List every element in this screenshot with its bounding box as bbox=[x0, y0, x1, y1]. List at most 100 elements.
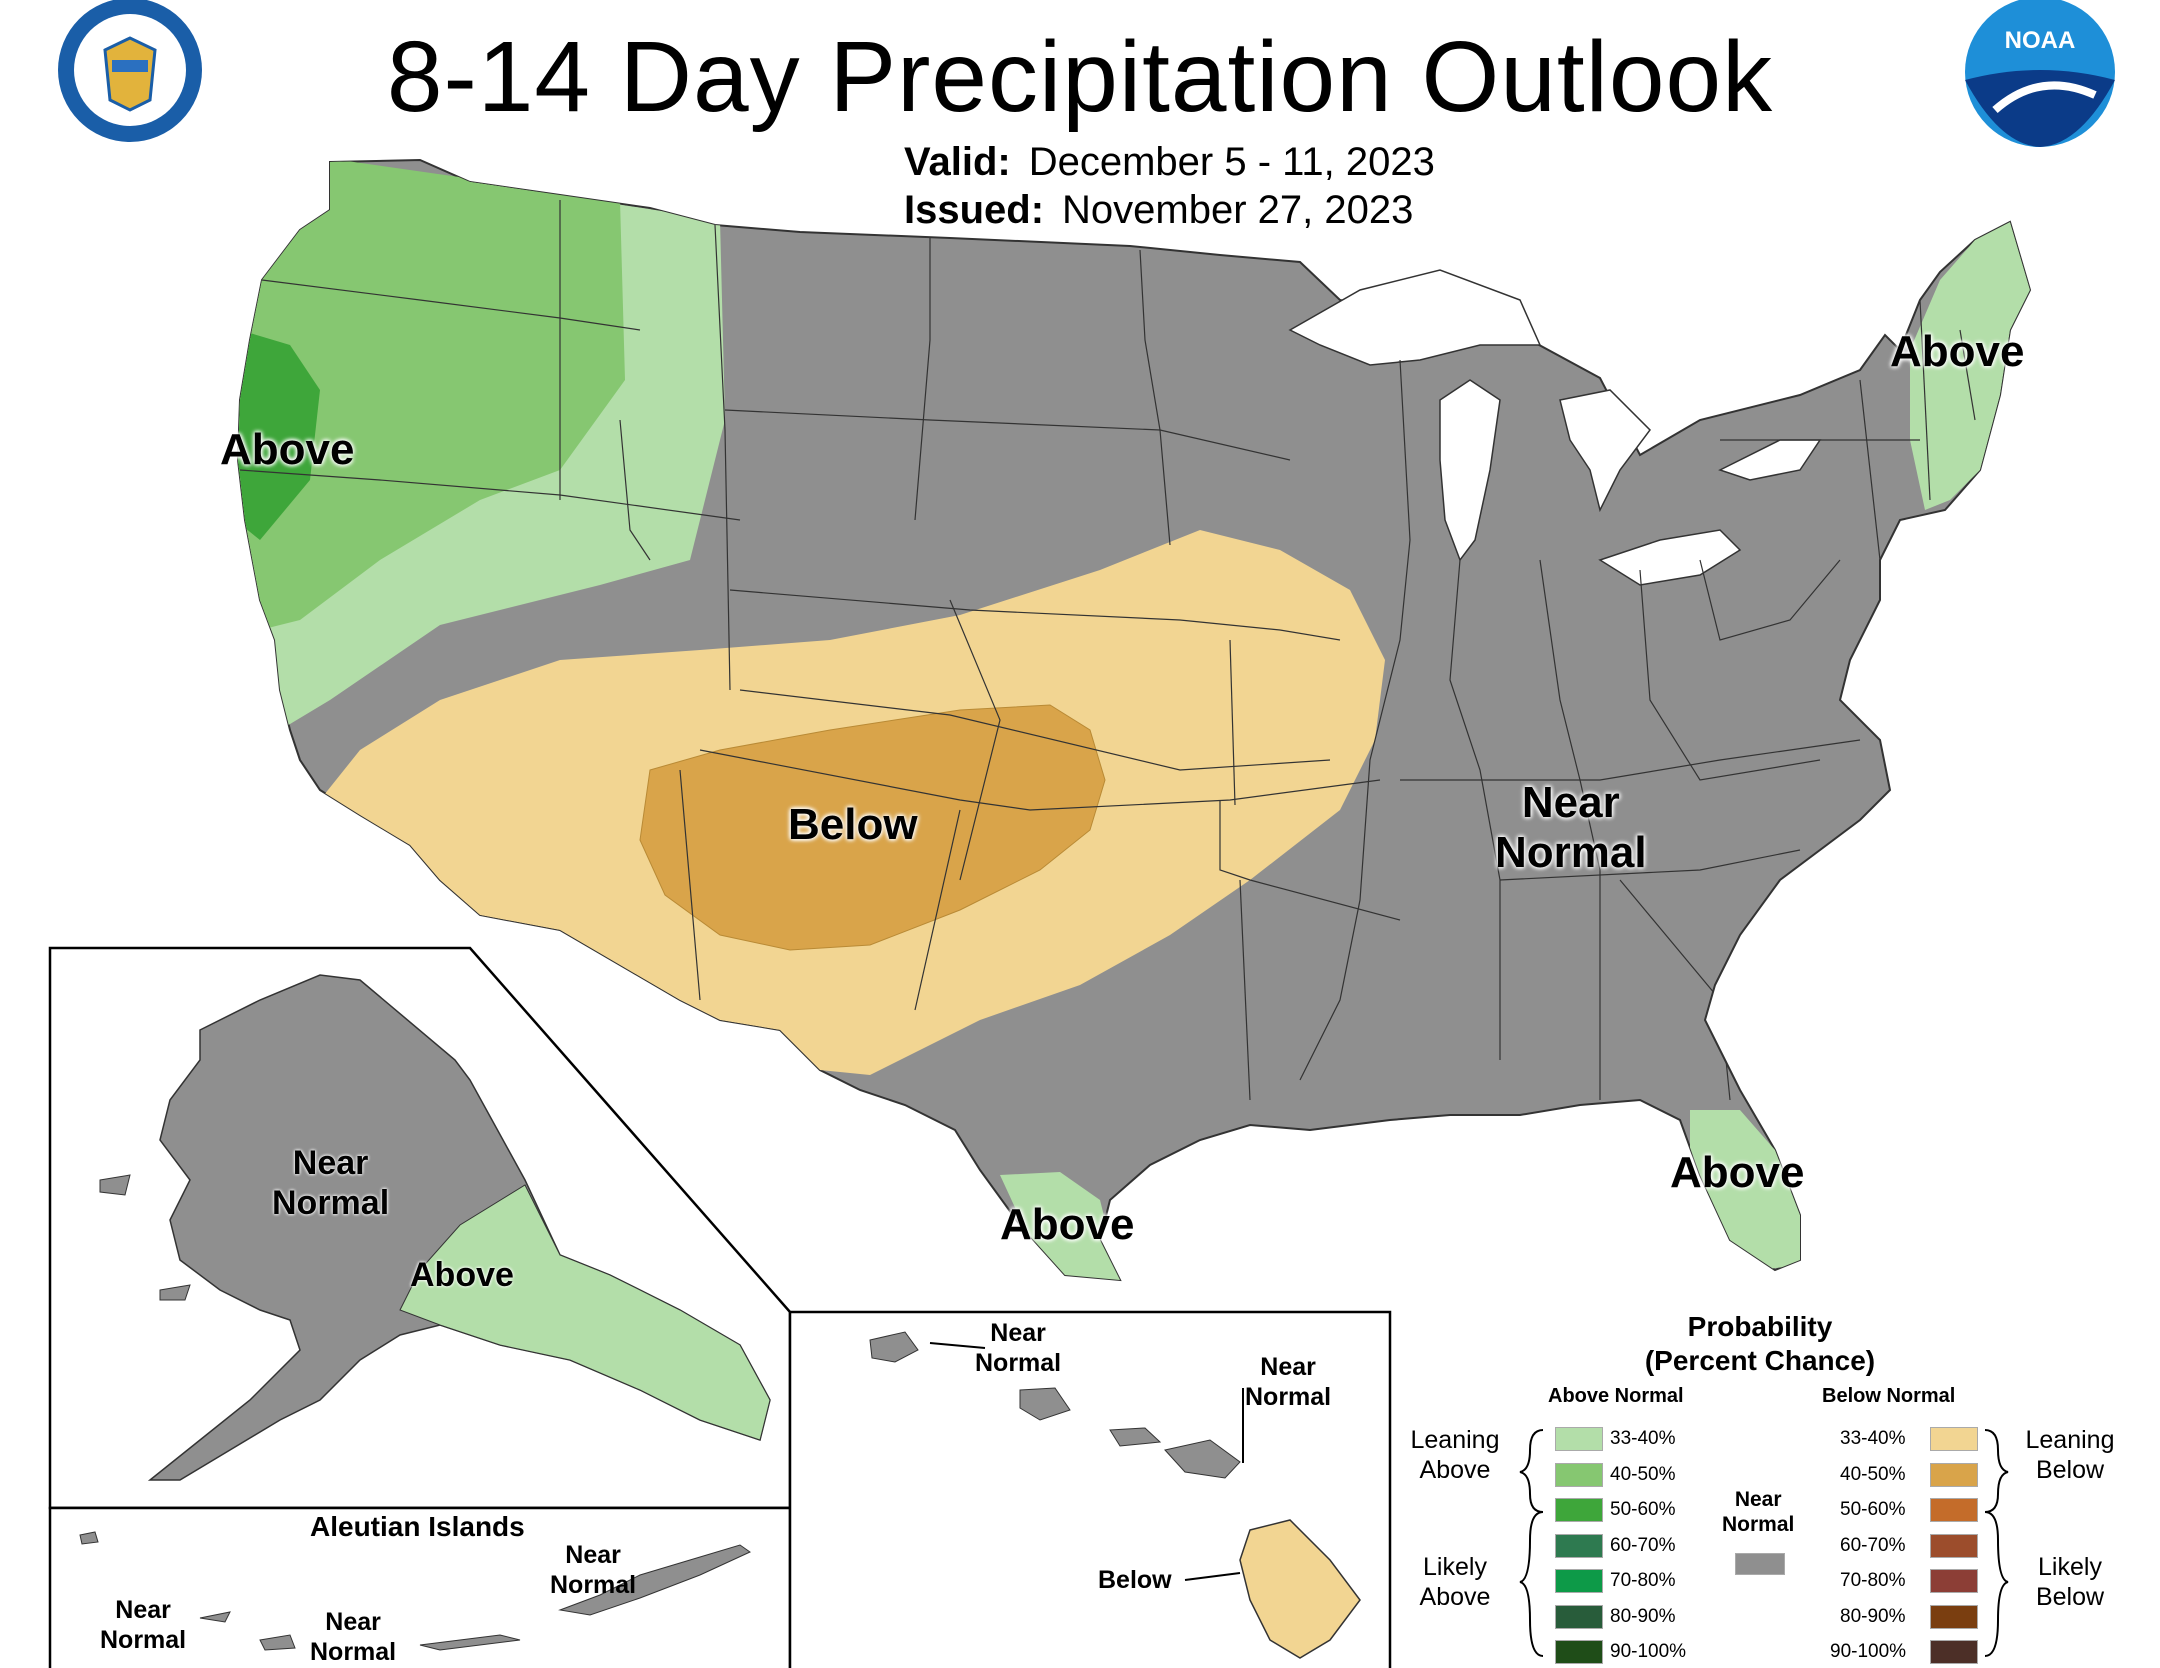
legend-value-above-6: 80-90% bbox=[1610, 1605, 1676, 1627]
hawaii-label-maui: Near Normal bbox=[1245, 1352, 1331, 1412]
legend-value-above-4: 60-70% bbox=[1610, 1534, 1676, 1556]
legend-swatch-above-6 bbox=[1555, 1604, 1603, 1629]
ne-above bbox=[1910, 222, 2030, 510]
legend-swatch-below-7 bbox=[1930, 1640, 1978, 1664]
legend-swatch-below-3 bbox=[1930, 1498, 1978, 1522]
aleutian-west-line1: Near bbox=[115, 1596, 171, 1624]
legend-near-line1: Near bbox=[1734, 1488, 1782, 1511]
great-lakes bbox=[1288, 269, 1822, 586]
legend-above-header: Above Normal bbox=[1548, 1385, 1684, 1407]
hawaii-maui-line2: Normal bbox=[1245, 1383, 1332, 1411]
alaska-near-line1: Near bbox=[292, 1144, 369, 1182]
legend-leaning-below: Leaning Below bbox=[2015, 1425, 2125, 1485]
legend-swatch-below-4 bbox=[1930, 1533, 1978, 1558]
legend-swatch-below-6 bbox=[1930, 1604, 1978, 1629]
aleutian-label-east: Near Normal bbox=[550, 1540, 636, 1600]
leaning-below-line2: Below bbox=[2035, 1456, 2105, 1484]
legend-value-below-5: 70-80% bbox=[1840, 1570, 1906, 1591]
issued-label: Issued: bbox=[904, 188, 1045, 232]
map-title: 8-14 Day Precipitation Outlook bbox=[386, 21, 1774, 133]
aleutian-label-west: Near Normal bbox=[100, 1595, 186, 1655]
label-newengland-above: Above bbox=[1890, 327, 2025, 376]
likely-above-line2: Above bbox=[1419, 1583, 1491, 1611]
legend-value-below-6: 80-90% bbox=[1840, 1605, 1906, 1627]
legend-near-normal-label: Near Normal bbox=[1722, 1487, 1794, 1537]
hawaii-kauai-line1: Near bbox=[990, 1319, 1046, 1347]
label-east-near-normal: Near Normal bbox=[1495, 778, 1647, 878]
valid-value: December 5 - 11, 2023 bbox=[1028, 140, 1435, 184]
legend-swatch-above-2 bbox=[1555, 1462, 1603, 1487]
commerce-seal-icon bbox=[58, 0, 202, 142]
legend-below-header: Below Normal bbox=[1822, 1385, 1956, 1407]
legend-title: Probability (Percent Chance) bbox=[1620, 1310, 1900, 1378]
aleutian-central-line2: Normal bbox=[310, 1638, 397, 1666]
aleutian-inset bbox=[48, 1506, 792, 1668]
legend-swatch-below-2 bbox=[1930, 1462, 1978, 1487]
state-borders bbox=[239, 200, 1976, 1101]
legend-likely-below: Likely Below bbox=[2015, 1552, 2125, 1612]
legend-brackets bbox=[1519, 1429, 2009, 1657]
aleutian-label-central: Near Normal bbox=[310, 1607, 396, 1667]
legend-value-below-2: 40-50% bbox=[1840, 1463, 1906, 1485]
legend-value-below-4: 60-70% bbox=[1840, 1534, 1906, 1556]
legend-title-line2: (Percent Chance) bbox=[1644, 1345, 1876, 1376]
coast-above-50-60 bbox=[238, 330, 320, 540]
hawaii-label-big-island: Below bbox=[1098, 1566, 1172, 1594]
legend-swatch-above-1 bbox=[1555, 1427, 1603, 1451]
leaning-above-line1: Leaning bbox=[1410, 1426, 1500, 1454]
aleutian-title: Aleutian Islands bbox=[310, 1511, 525, 1542]
fl-above bbox=[1690, 1110, 1800, 1270]
legend-value-above-5: 70-80% bbox=[1610, 1570, 1676, 1591]
legend-value-above-2: 40-50% bbox=[1610, 1463, 1676, 1485]
leaning-above-line2: Above bbox=[1419, 1456, 1491, 1484]
legend-swatch-below-5 bbox=[1930, 1569, 1978, 1593]
label-florida-above: Above bbox=[1670, 1148, 1805, 1197]
legend-value-above-3: 50-60% bbox=[1610, 1499, 1676, 1520]
aleutian-central-line1: Near bbox=[325, 1608, 381, 1636]
likely-below-line2: Below bbox=[2035, 1583, 2105, 1611]
leaning-below-line1: Leaning bbox=[2025, 1426, 2115, 1454]
conus-map bbox=[237, 159, 2031, 1281]
label-south-texas-above: Above bbox=[1000, 1200, 1135, 1249]
label-alaska-near-normal: Near Normal bbox=[272, 1143, 389, 1223]
valid-label: Valid: bbox=[904, 140, 1011, 184]
legend-title-line1: Probability bbox=[1687, 1311, 1833, 1342]
legend-value-below-1: 33-40% bbox=[1840, 1428, 1906, 1449]
hawaii-inset bbox=[788, 1310, 1392, 1668]
pnw-above-40-50 bbox=[238, 160, 625, 640]
noaa-logo-text: NOAA bbox=[2005, 27, 2076, 54]
hawaii-maui-line1: Near bbox=[1260, 1353, 1316, 1381]
valid-row: Valid: December 5 - 11, 2023 bbox=[904, 140, 1435, 185]
label-southwest-below: Below bbox=[788, 800, 918, 849]
hawaii-label-kauai: Near Normal bbox=[975, 1318, 1061, 1378]
label-alaska-above: Above bbox=[410, 1256, 514, 1294]
stx-above bbox=[1000, 1172, 1120, 1280]
likely-above-line1: Likely bbox=[1423, 1553, 1487, 1581]
legend-likely-above: Likely Above bbox=[1400, 1552, 1510, 1612]
legend-leaning-above: Leaning Above bbox=[1400, 1425, 1510, 1485]
legend-swatch-above-7 bbox=[1555, 1640, 1603, 1664]
legend-near-line2: Normal bbox=[1722, 1513, 1795, 1536]
hawaii-kauai-line2: Normal bbox=[975, 1349, 1062, 1377]
legend-swatch-below-1 bbox=[1930, 1427, 1978, 1451]
issued-row: Issued: November 27, 2023 bbox=[904, 188, 1413, 233]
likely-below-line1: Likely bbox=[2038, 1553, 2102, 1581]
legend-swatch-near-normal bbox=[1735, 1553, 1785, 1575]
aleutian-east-line1: Near bbox=[565, 1541, 621, 1569]
legend-value-below-3: 50-60% bbox=[1840, 1499, 1906, 1520]
legend-value-above-1: 33-40% bbox=[1610, 1428, 1676, 1449]
noaa-logo-icon bbox=[1965, 0, 2115, 147]
legend-swatch-above-5 bbox=[1555, 1569, 1603, 1593]
legend-swatch-above-3 bbox=[1555, 1498, 1603, 1522]
issued-value: November 27, 2023 bbox=[1062, 188, 1414, 232]
legend-swatch-above-4 bbox=[1555, 1533, 1603, 1558]
legend-value-below-7: 90-100% bbox=[1830, 1641, 1907, 1662]
alaska-near-line2: Normal bbox=[272, 1184, 390, 1222]
label-east-line1: Near bbox=[1521, 778, 1620, 827]
label-east-line2: Normal bbox=[1495, 828, 1647, 877]
alaska-inset bbox=[48, 946, 792, 1510]
aleutian-west-line2: Normal bbox=[100, 1626, 187, 1654]
legend-value-above-7: 90-100% bbox=[1610, 1641, 1687, 1662]
aleutian-east-line2: Normal bbox=[550, 1571, 637, 1599]
